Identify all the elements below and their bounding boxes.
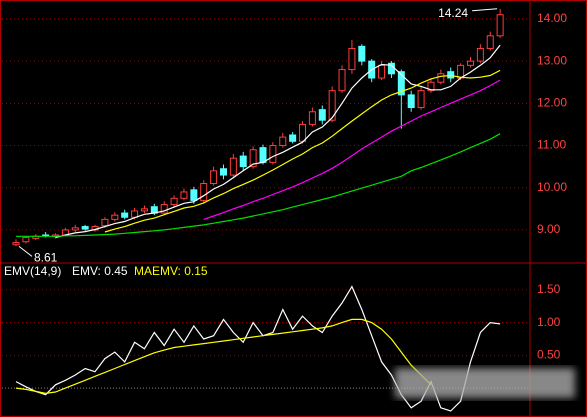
candle-body [289, 134, 297, 142]
y-tick-label: 13.00 [537, 53, 567, 67]
y-tick-label: 1.00 [537, 315, 561, 329]
candle-body [486, 35, 494, 49]
indicator-line [15, 285, 501, 412]
y-tick-label: 11.00 [537, 138, 566, 152]
candle-body [378, 64, 386, 79]
candle-body [140, 208, 148, 212]
legend-entry: MAEMV: 0.15 [134, 264, 208, 278]
y-tick-label: 0.50 [537, 348, 561, 362]
candle-body [397, 71, 405, 96]
candle-body [427, 81, 435, 92]
min-label: 8.61 [34, 251, 58, 265]
candle-body [22, 237, 30, 243]
candle-body [229, 157, 237, 176]
candle-body [358, 45, 366, 62]
y-tick-label: 14.00 [537, 11, 567, 25]
candle-body [180, 191, 188, 199]
candle-body [496, 14, 504, 37]
candle-body [239, 155, 247, 168]
candle-body [308, 111, 316, 125]
max-pointer [472, 8, 498, 12]
candle-body [279, 136, 287, 147]
candle-body [101, 218, 109, 227]
plot: 14.24 8.61 [2, 6, 530, 412]
candle-body [437, 73, 445, 83]
candle-body [249, 149, 257, 168]
y-tick-label: 9.00 [537, 222, 561, 236]
candle-body [476, 47, 484, 62]
candle-body [71, 227, 79, 231]
candle-body [348, 47, 356, 71]
candle-body [219, 168, 227, 176]
candle-body [299, 123, 307, 142]
candle-body [170, 197, 178, 206]
candle-body [407, 94, 415, 109]
candle-body [338, 69, 346, 92]
candle-body [269, 145, 277, 163]
y-tick-label: 1.50 [537, 282, 561, 296]
candle-body [210, 170, 218, 185]
candle-body [121, 212, 129, 218]
moving-average [55, 44, 501, 239]
candle-body [200, 183, 208, 201]
candle-body [447, 71, 455, 79]
candle-body [160, 204, 168, 214]
indicator-title: EMV(14,9) [4, 264, 61, 278]
candle-body [259, 147, 267, 163]
candle-body [328, 90, 336, 121]
moving-average [16, 133, 501, 237]
candle-body [81, 226, 89, 230]
candle-body [318, 109, 326, 121]
indicator-line [15, 318, 432, 395]
moving-average [104, 69, 501, 233]
candle-body [417, 90, 425, 109]
legend-entry: EMV: 0.45 [72, 264, 128, 278]
max-label: 14.24 [438, 6, 468, 20]
candle-body [111, 214, 119, 220]
blurred-area [395, 368, 575, 398]
moving-average [203, 79, 501, 220]
min-pointer [18, 245, 33, 257]
candle-body [12, 242, 20, 246]
y-tick-label: 10.00 [537, 180, 567, 194]
candle-body [466, 60, 474, 66]
candle-body [131, 210, 139, 218]
candle-body [190, 189, 198, 201]
y-tick-label: 12.00 [537, 95, 567, 109]
